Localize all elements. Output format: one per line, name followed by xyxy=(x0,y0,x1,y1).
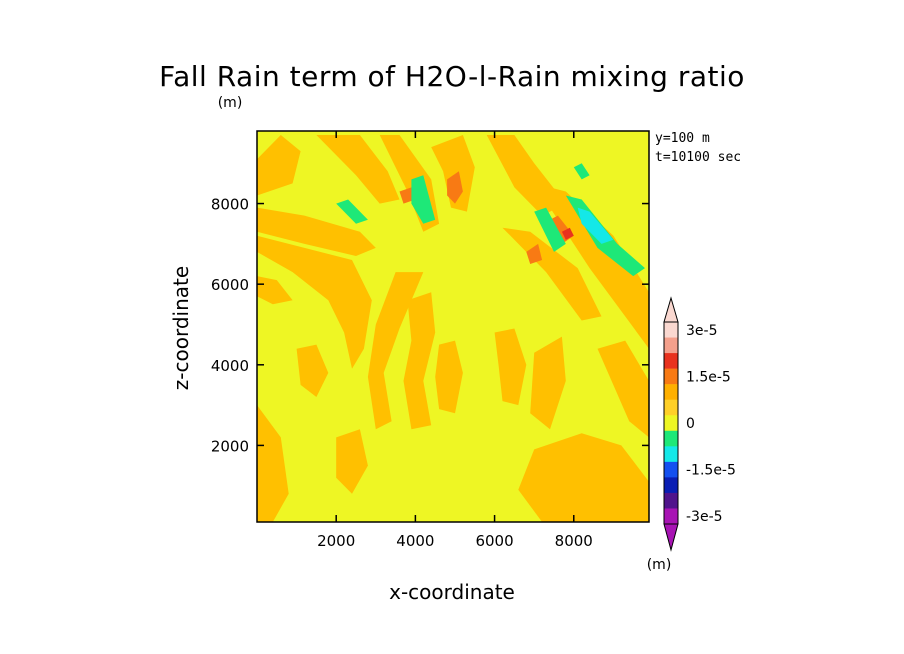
plot-frame xyxy=(256,130,650,523)
colorbar-band-9 xyxy=(664,461,678,478)
contour-region-negative-small-23 xyxy=(336,199,368,224)
contour-region-positive-large-22 xyxy=(561,227,574,240)
colorbar-band-0 xyxy=(664,322,678,338)
contour-region-positive-small-15 xyxy=(257,405,289,522)
contour-region-positive-small-12 xyxy=(494,328,527,406)
colorbar-unit-label: (m) xyxy=(647,557,672,573)
contour-region-positive-small-8 xyxy=(502,227,602,321)
contour-region-positive-small-0 xyxy=(257,135,301,196)
plot-area: 2000 4000 6000 8000 2000 4000 6000 8000 xyxy=(211,130,650,550)
contour-region-positive-small-29 xyxy=(257,276,293,305)
y-axis-ticks: 2000 4000 6000 8000 xyxy=(211,196,649,455)
y-tick-label-6000: 6000 xyxy=(211,276,249,294)
contour-region-positive-small-5 xyxy=(431,135,475,212)
colorbar-band-7 xyxy=(664,430,678,447)
colorbar-tick-label-0: 3e-5 xyxy=(686,323,717,339)
contour-region-negative-small-27 xyxy=(573,163,590,180)
contour-region-negative-small-25 xyxy=(534,207,566,252)
colorbar-band-6 xyxy=(664,415,678,432)
colorbar-band-12 xyxy=(664,508,678,525)
contour-region-negative-medium-28 xyxy=(577,207,614,244)
contour-region-positive-small-10 xyxy=(403,292,436,430)
contour-region-positive-medium-18 xyxy=(447,171,463,204)
colorbar-tick-label-4: -3e-5 xyxy=(686,509,723,525)
contour-region-positive-small-2 xyxy=(257,235,372,369)
contour-features xyxy=(257,135,649,522)
colorbar-band-3 xyxy=(664,368,678,385)
annotation-time: t=10100 sec xyxy=(655,150,741,165)
colorbar-band-10 xyxy=(664,477,678,494)
contour-region-positive-small-14 xyxy=(518,433,649,522)
contour-region-positive-small-30 xyxy=(296,344,329,397)
colorbar-band-2 xyxy=(664,353,678,369)
x-axis-label: x-coordinate xyxy=(389,580,515,604)
annotation-y: y=100 m xyxy=(655,131,710,146)
y-axis-label: z-coordinate xyxy=(169,266,193,390)
colorbar-tick-label-1: 1.5e-5 xyxy=(686,369,731,385)
contour-region-positive-small-3 xyxy=(316,135,400,204)
colorbar-tick-label-3: -1.5e-5 xyxy=(686,463,736,479)
colorbar-bottom-arrow xyxy=(663,523,679,552)
colorbar: 3e-5 1.5e-5 0 -1.5e-5 -3e-5 xyxy=(663,296,736,552)
colorbar-band-11 xyxy=(664,492,678,509)
colorbar-top-arrow xyxy=(663,296,679,323)
contour-region-positive-small-17 xyxy=(336,429,368,494)
contour-region-positive-small-9 xyxy=(367,272,424,430)
contour-region-negative-small-24 xyxy=(411,175,436,224)
colorbar-band-5 xyxy=(664,399,678,416)
colorbar-band-4 xyxy=(664,384,678,400)
colorbar-tick-label-2: 0 xyxy=(686,416,695,432)
chart-title: Fall Rain term of H2O-l-Rain mixing rati… xyxy=(159,60,745,93)
colorbar-frame xyxy=(663,321,679,525)
contour-region-positive-small-16 xyxy=(597,340,649,438)
y-tick-label-4000: 4000 xyxy=(211,357,249,375)
contour-region-positive-medium-21 xyxy=(526,243,543,264)
contour-region-positive-small-13 xyxy=(530,336,566,430)
contour-region-positive-small-1 xyxy=(257,207,376,256)
x-tick-label-6000: 6000 xyxy=(475,532,513,550)
x-tick-label-2000: 2000 xyxy=(317,532,355,550)
colorbar-band-8 xyxy=(664,446,678,463)
x-axis-ticks: 2000 4000 6000 8000 xyxy=(317,131,593,550)
title-units-label: (m) xyxy=(218,95,243,111)
x-tick-label-4000: 4000 xyxy=(396,532,434,550)
contour-region-positive-small-11 xyxy=(435,340,463,414)
y-tick-label-8000: 8000 xyxy=(211,196,249,214)
y-tick-label-2000: 2000 xyxy=(211,437,249,455)
x-tick-label-8000: 8000 xyxy=(555,532,593,550)
colorbar-band-1 xyxy=(664,337,678,354)
